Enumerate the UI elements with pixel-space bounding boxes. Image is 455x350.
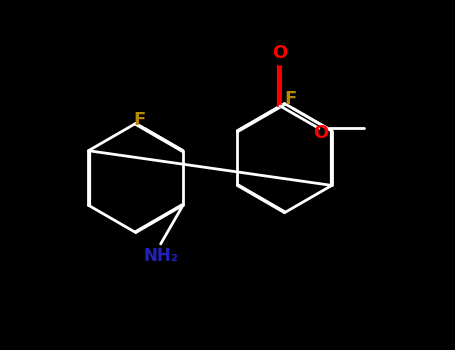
Text: F: F (284, 90, 296, 107)
Text: O: O (313, 124, 329, 142)
Text: F: F (133, 111, 146, 130)
Text: NH₂: NH₂ (143, 247, 178, 265)
Text: O: O (273, 44, 288, 62)
